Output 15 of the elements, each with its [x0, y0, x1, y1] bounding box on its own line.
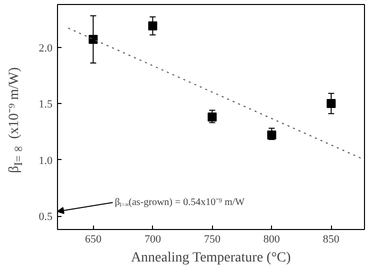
y-tick-label: 1.5 — [38, 98, 53, 110]
point — [88, 34, 98, 44]
x-tick-label: 700 — [144, 234, 162, 246]
point — [326, 99, 336, 108]
y-tick-label: 0.5 — [38, 211, 53, 223]
y-tick-label: 1.0 — [38, 154, 53, 167]
x-tick-label: 800 — [263, 234, 280, 246]
y-tick-label: 2.0 — [38, 42, 53, 54]
x-tick-label: 650 — [84, 234, 102, 246]
point — [148, 21, 158, 30]
point — [267, 130, 276, 140]
x-tick-label: 850 — [322, 234, 340, 246]
x-axis-title: Annealing Temperature (°C) — [130, 250, 292, 266]
x-tick-label: 750 — [204, 234, 221, 246]
point — [208, 112, 217, 122]
